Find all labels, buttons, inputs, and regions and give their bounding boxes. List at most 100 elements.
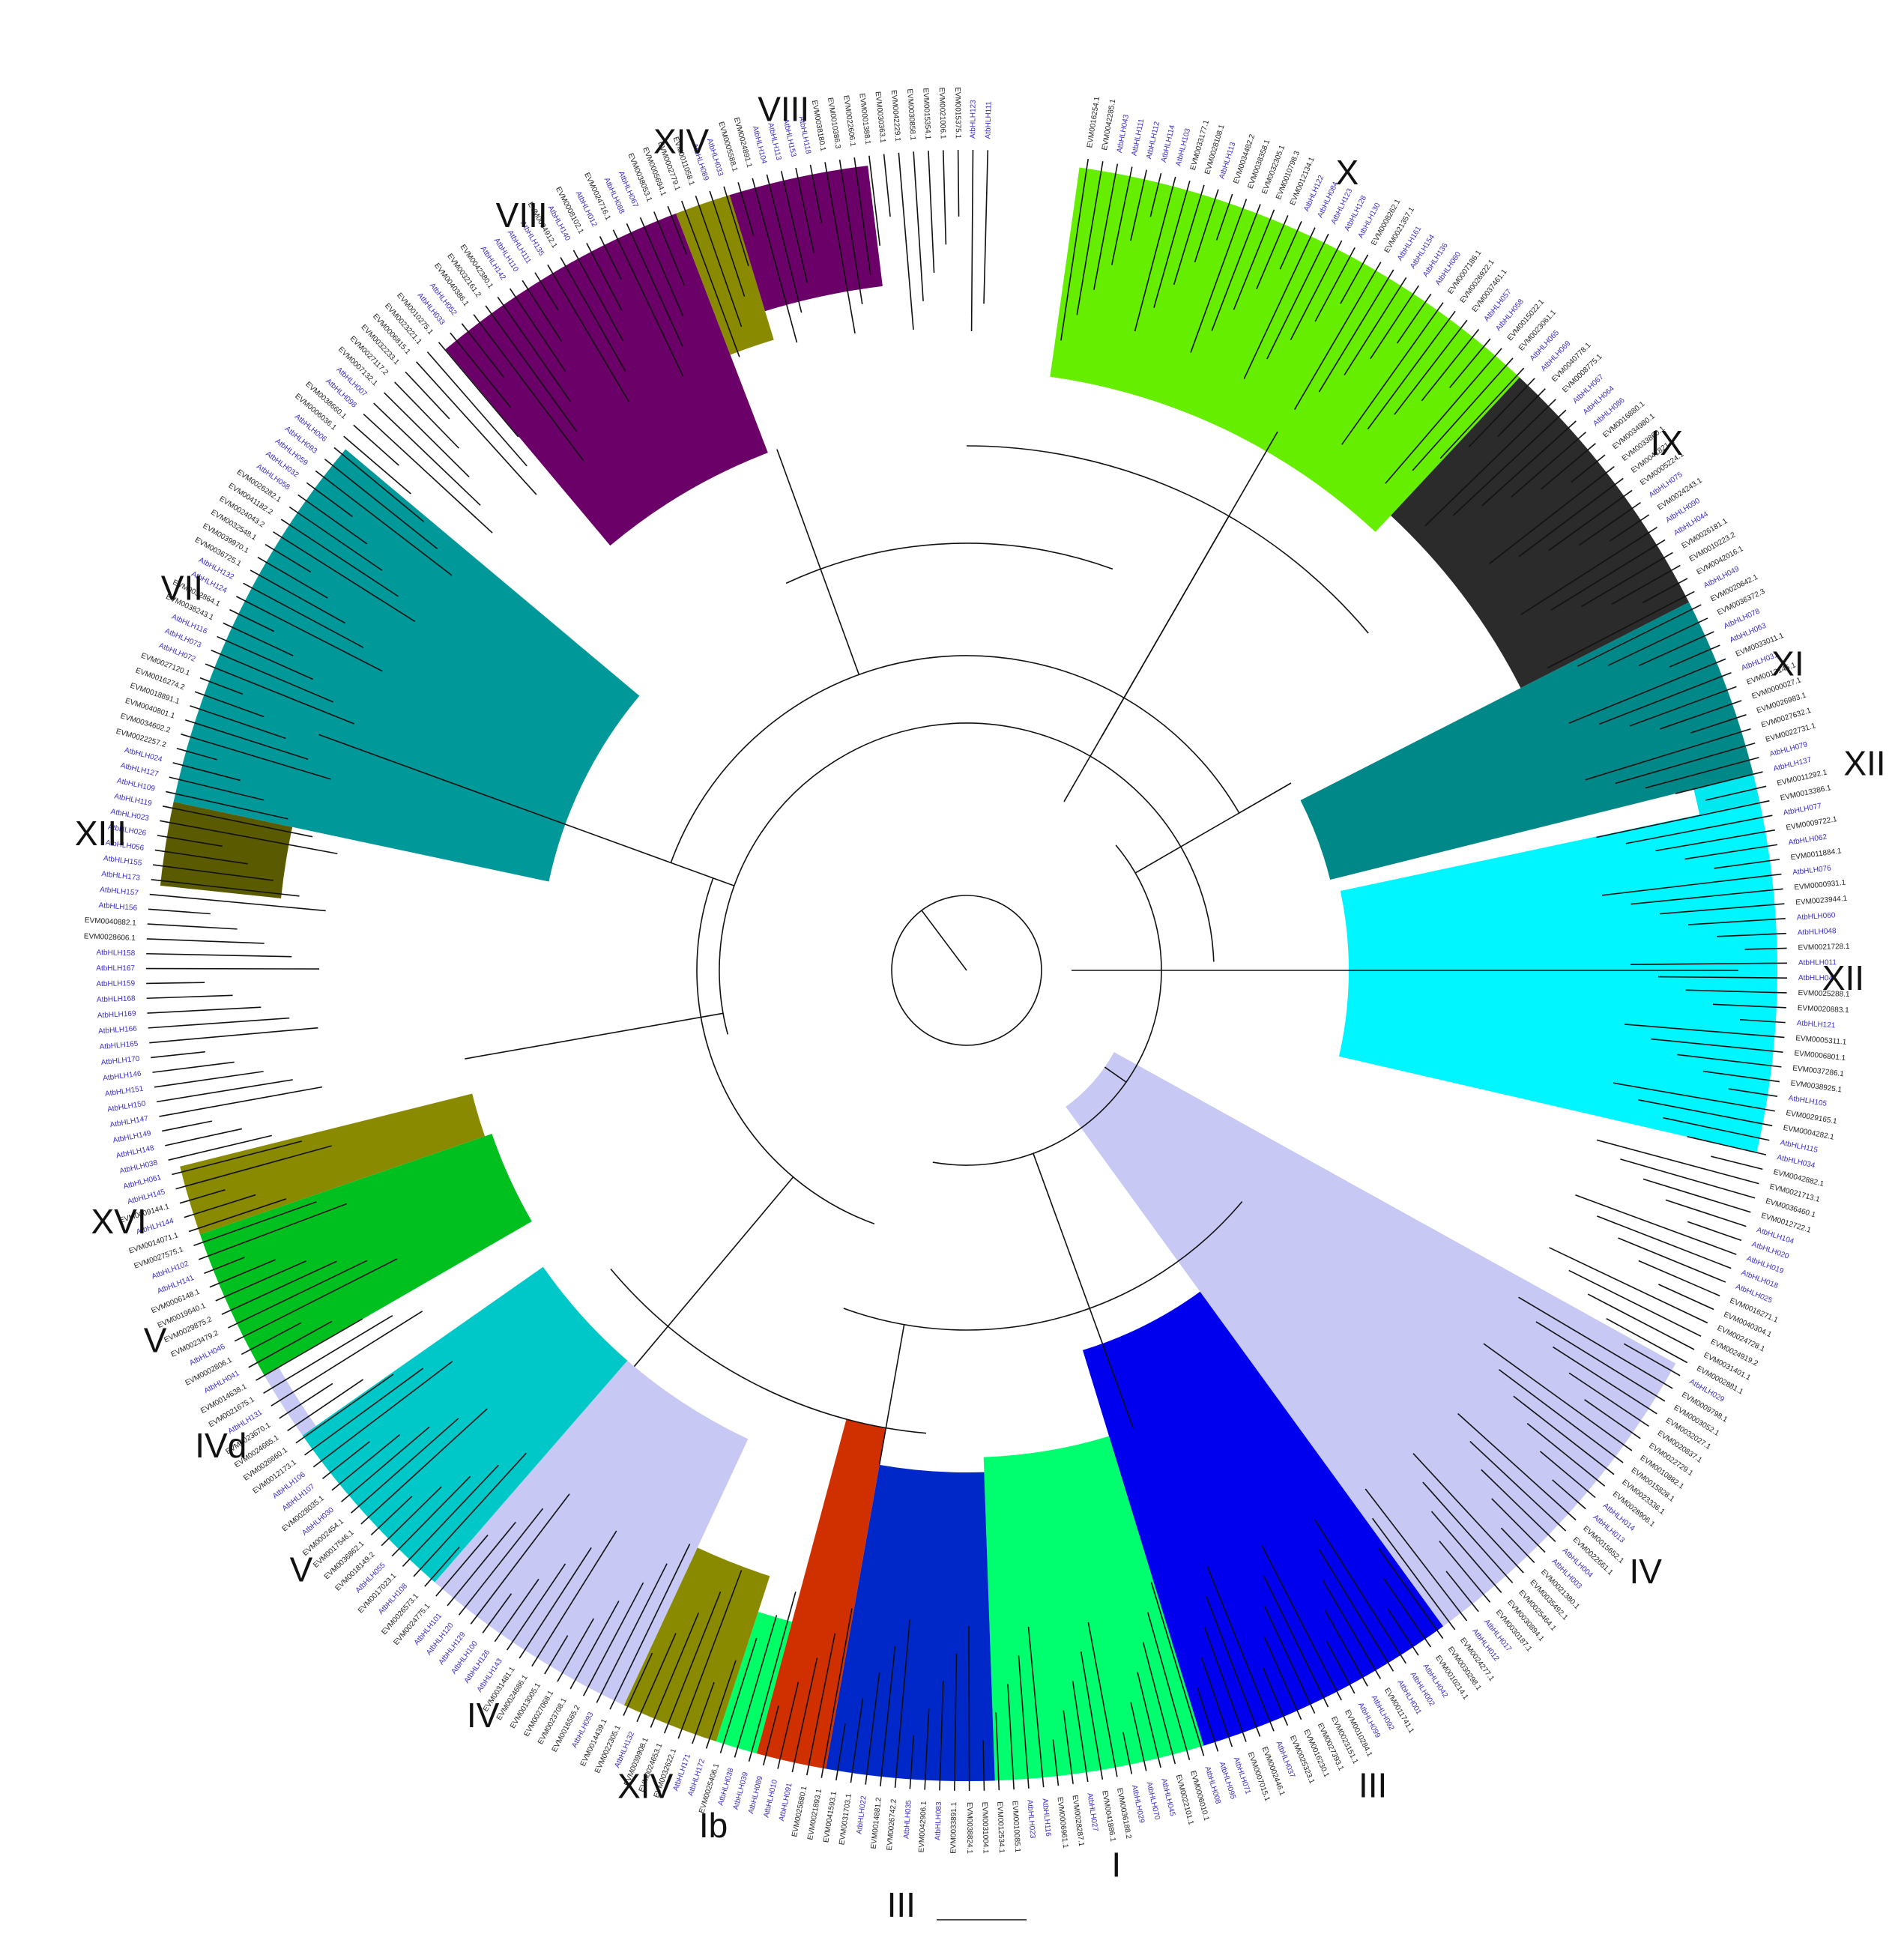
tip-branch xyxy=(522,279,562,342)
tip-branch xyxy=(1266,233,1329,360)
leaf-label: EVM0030858.1 xyxy=(905,88,916,141)
leaf-label: AtbHLH045 xyxy=(1159,1777,1176,1817)
tip-branch xyxy=(413,1452,527,1577)
leaf-label: AtbHLH034 xyxy=(1776,1153,1816,1170)
tip-branch xyxy=(1585,728,1751,781)
tip-branch xyxy=(280,519,399,597)
tip-branch xyxy=(146,982,205,985)
clade-wedge xyxy=(173,449,640,882)
tip-branch xyxy=(438,342,519,438)
tip-branch xyxy=(353,424,399,466)
tip-branch xyxy=(653,211,685,285)
leaf-label: AtbHLH104 xyxy=(751,125,768,165)
clade-label: III xyxy=(887,1885,916,1924)
leaf-label: EVM0036188.2 xyxy=(1115,1787,1133,1840)
tip-branch xyxy=(169,776,265,801)
tip-branch xyxy=(146,938,265,944)
tip-branch xyxy=(1624,1024,1785,1039)
tip-branch xyxy=(1651,1038,1783,1053)
inner-branch xyxy=(1033,1153,1134,1429)
tip-branch xyxy=(534,272,559,311)
tip-branch xyxy=(1457,1412,1577,1521)
leaf-label: EVM0027117.2 xyxy=(348,335,390,378)
tip-branch xyxy=(777,1681,800,1769)
tip-branch xyxy=(723,186,749,267)
tip-branch xyxy=(303,1368,424,1456)
tip-branch xyxy=(1549,1247,1708,1324)
tip-branch xyxy=(312,1361,453,1468)
leaf-label: AtbHLH137 xyxy=(1773,756,1813,773)
tip-branch xyxy=(184,1194,256,1218)
tip-branch xyxy=(1318,1549,1394,1672)
tip-branch xyxy=(1526,1423,1606,1487)
tip-branch xyxy=(1615,742,1756,785)
leaf-label: EVM0030363.1 xyxy=(874,91,887,144)
tip-branch xyxy=(1669,644,1720,668)
tip-branch xyxy=(205,663,355,725)
tip-branch xyxy=(1553,1346,1657,1415)
leaf-label: AtbHLH168 xyxy=(97,994,136,1004)
leaf-label: EVM0042285.1 xyxy=(1101,98,1117,151)
tip-branch xyxy=(1598,672,1732,725)
tip-branch xyxy=(1344,276,1407,375)
tip-branch xyxy=(1211,204,1261,331)
tip-branch xyxy=(1552,1479,1586,1510)
leaf-label: AtbHLH105 xyxy=(1788,1094,1828,1108)
tip-branch xyxy=(485,305,578,432)
leaf-label: EVM0014881.2 xyxy=(870,1797,883,1849)
tip-branch xyxy=(1146,1612,1191,1761)
tip-branch xyxy=(719,1637,758,1753)
clade-label: XII xyxy=(1843,743,1885,782)
tip-branch xyxy=(256,1318,363,1381)
tip-branch xyxy=(1200,1657,1233,1747)
leaf-label: EVM0001388.1 xyxy=(857,93,871,145)
tip-branch xyxy=(1318,269,1394,393)
inner-branch xyxy=(633,1176,794,1368)
leaf-label: AtbHLH011 xyxy=(1798,958,1837,967)
leaf-label: EVM0000931.1 xyxy=(1794,879,1846,892)
tip-branch xyxy=(1675,771,1763,794)
leaf-label: AtbHLH079 xyxy=(1769,740,1809,758)
tip-branch xyxy=(677,1570,743,1739)
tip-branch xyxy=(1322,1579,1382,1679)
tip-branch xyxy=(1130,169,1147,241)
leaf-label: EVM0022661.1 xyxy=(1571,1535,1615,1577)
leaf-label: AtbHLH038 xyxy=(716,1767,735,1807)
clade-label: XIV xyxy=(653,122,709,161)
clade-wedge xyxy=(199,1134,532,1376)
leaf-label: AtbHLH029 xyxy=(1130,1784,1146,1824)
tip-branch xyxy=(850,1698,864,1783)
tip-branch xyxy=(1688,918,1786,925)
tip-branch xyxy=(1711,1155,1763,1170)
tip-branch xyxy=(1396,293,1432,344)
tip-branch xyxy=(1587,1293,1695,1350)
tip-branch xyxy=(1609,514,1650,542)
tip-branch xyxy=(315,470,453,576)
tip-branch xyxy=(1550,539,1666,611)
tip-branch xyxy=(1518,477,1624,557)
tip-branch xyxy=(151,1051,205,1059)
tip-branch xyxy=(1613,1082,1775,1112)
leaf-label: AtbHLH115 xyxy=(1780,1139,1819,1155)
tip-branch xyxy=(1150,1582,1205,1756)
tip-branch xyxy=(1263,1575,1329,1708)
tip-branch xyxy=(241,1322,302,1356)
leaf-label: EVM0023944.1 xyxy=(1795,895,1848,907)
leaf-label: AtbHLH121 xyxy=(1796,1019,1836,1030)
tip-branch xyxy=(1341,302,1444,445)
tip-branch xyxy=(1326,1640,1356,1694)
tip-branch xyxy=(1638,1099,1773,1127)
tip-branch xyxy=(333,447,424,522)
leaf-label: EVM0005311.1 xyxy=(1795,1034,1847,1047)
tip-branch xyxy=(865,1672,880,1785)
leaf-label: EVM0020883.1 xyxy=(1798,1004,1850,1015)
tip-branch xyxy=(198,1203,348,1260)
tip-branch xyxy=(1629,686,1737,727)
tip-branch xyxy=(942,150,947,245)
tip-branch xyxy=(172,1140,303,1176)
clade-wedge xyxy=(983,1436,1204,1781)
tip-branch xyxy=(1137,1672,1161,1768)
tip-branch xyxy=(1122,1732,1133,1774)
tip-branch xyxy=(809,164,823,223)
leaf-label: EVM0033891.1 xyxy=(949,1801,958,1854)
